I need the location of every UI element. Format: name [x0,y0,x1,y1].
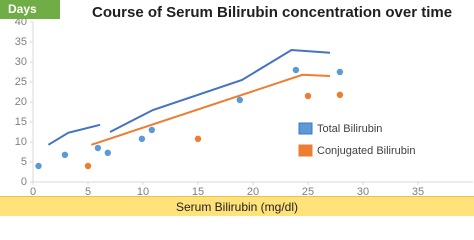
point [138,135,146,142]
point [94,144,102,152]
x-tick-label: 20 [247,186,259,198]
x-tick-label: 30 [357,186,369,198]
y-tick-label: 30 [15,56,27,68]
point [84,162,92,170]
x-tick-label: 25 [302,186,314,198]
y-tick-label: 5 [21,156,27,168]
trend-line [90,73,331,146]
legend-swatch [298,144,313,157]
chart-title: Course of Serum Bilirubin concentration … [92,4,453,21]
x-tick-label: 5 [85,186,91,198]
trend-line [47,48,331,146]
point [61,151,69,158]
point [336,68,344,76]
point [194,135,202,142]
point [104,149,112,156]
x-tick-label: 10 [137,186,149,198]
y-tick-label: 0 [21,176,27,188]
point [35,162,42,170]
point [336,91,344,99]
point [292,66,300,74]
y-tick-label: 25 [15,76,27,88]
point [148,126,155,134]
y-axis-label: Days [0,0,60,19]
point [236,96,243,104]
x-tick-label: 15 [192,186,204,198]
point [304,92,312,100]
chart: 0 5 10 15 20 25 30 35 40 0 5 10 15 20 25 30 35 Total Bili… [0,0,474,216]
legend-label: Conjugated Bilirubin [317,145,415,157]
x-axis-label: Serum Bilirubin (mg/dl) [0,196,474,216]
legend-label: Total Bilirubin [317,123,382,135]
x-tick-label: 0 [30,186,36,198]
x-tick-label: 35 [412,186,424,198]
y-tick-label: 20 [15,96,27,108]
y-tick-label: 35 [15,36,27,48]
y-tick-label: 10 [15,136,27,148]
y-tick-label: 15 [15,116,27,128]
legend-swatch [298,122,313,135]
